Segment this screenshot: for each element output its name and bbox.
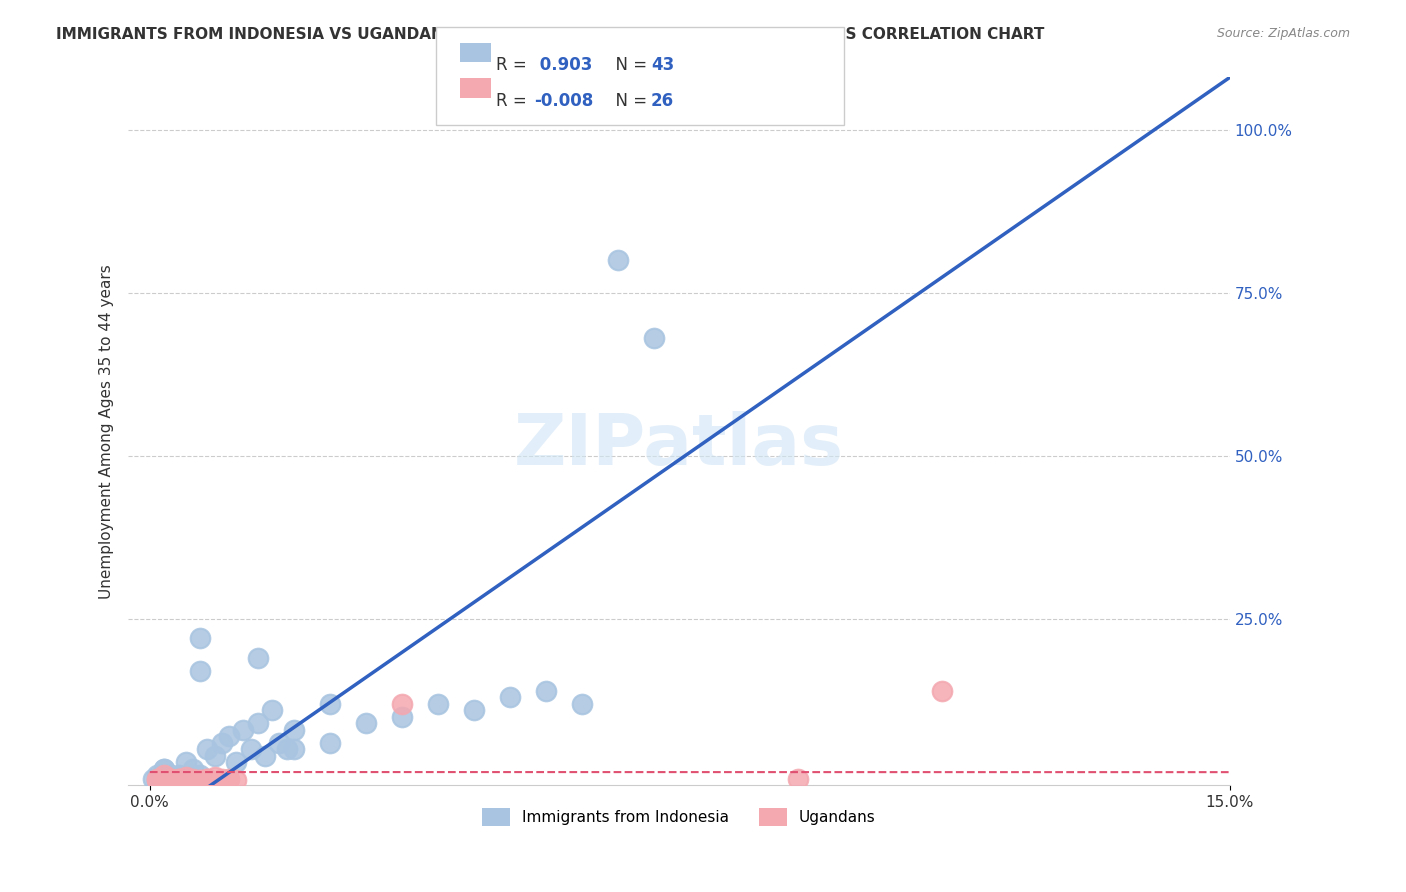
- Point: [174, 772, 197, 786]
- Point: [146, 773, 169, 788]
- Point: [204, 770, 226, 784]
- Point: [204, 748, 226, 763]
- Point: [643, 331, 665, 345]
- Point: [571, 697, 593, 711]
- Point: [391, 709, 413, 723]
- Point: [153, 772, 176, 786]
- Point: [426, 697, 449, 711]
- Point: [262, 703, 284, 717]
- Point: [931, 683, 953, 698]
- Point: [197, 742, 219, 756]
- Point: [174, 756, 197, 770]
- Point: [211, 736, 233, 750]
- Point: [160, 772, 183, 786]
- Point: [160, 772, 183, 786]
- Point: [167, 772, 190, 786]
- Y-axis label: Unemployment Among Ages 35 to 44 years: Unemployment Among Ages 35 to 44 years: [100, 264, 114, 599]
- Point: [225, 772, 247, 787]
- Point: [181, 772, 204, 786]
- Point: [188, 772, 211, 787]
- Point: [181, 772, 204, 787]
- Point: [174, 770, 197, 784]
- Text: N =: N =: [605, 56, 652, 74]
- Text: 43: 43: [651, 56, 675, 74]
- Point: [142, 772, 165, 786]
- Point: [246, 651, 269, 665]
- Point: [239, 742, 262, 756]
- Text: N =: N =: [605, 92, 652, 110]
- Point: [211, 772, 233, 786]
- Point: [319, 736, 342, 750]
- Point: [463, 703, 485, 717]
- Point: [153, 772, 176, 787]
- Point: [181, 773, 204, 788]
- Point: [160, 768, 183, 782]
- Point: [197, 772, 219, 787]
- Point: [254, 748, 277, 763]
- Text: 26: 26: [651, 92, 673, 110]
- Point: [146, 772, 169, 786]
- Point: [786, 772, 808, 786]
- Point: [606, 253, 628, 268]
- Point: [391, 697, 413, 711]
- Point: [499, 690, 522, 704]
- Text: ZIPatlas: ZIPatlas: [515, 411, 844, 480]
- Point: [232, 723, 254, 737]
- Point: [269, 736, 291, 750]
- Text: 0.903: 0.903: [534, 56, 593, 74]
- Point: [534, 683, 557, 698]
- Point: [276, 742, 298, 756]
- Point: [218, 772, 240, 786]
- Point: [146, 772, 169, 787]
- Point: [188, 768, 211, 782]
- Point: [225, 756, 247, 770]
- Point: [197, 772, 219, 786]
- Point: [153, 762, 176, 776]
- Point: [160, 773, 183, 788]
- Point: [167, 772, 190, 787]
- Point: [283, 723, 305, 737]
- Text: R =: R =: [496, 56, 533, 74]
- Point: [188, 632, 211, 646]
- Point: [160, 772, 183, 787]
- Point: [246, 716, 269, 731]
- Point: [188, 772, 211, 787]
- Point: [188, 664, 211, 678]
- Legend: Immigrants from Indonesia, Ugandans: Immigrants from Indonesia, Ugandans: [474, 800, 883, 834]
- Text: R =: R =: [496, 92, 533, 110]
- Text: Source: ZipAtlas.com: Source: ZipAtlas.com: [1216, 27, 1350, 40]
- Point: [160, 772, 183, 786]
- Point: [174, 772, 197, 787]
- Point: [153, 768, 176, 782]
- Point: [174, 773, 197, 788]
- Point: [319, 697, 342, 711]
- Point: [218, 729, 240, 743]
- Point: [153, 762, 176, 776]
- Point: [146, 772, 169, 786]
- Point: [181, 762, 204, 776]
- Text: -0.008: -0.008: [534, 92, 593, 110]
- Point: [283, 742, 305, 756]
- Point: [354, 716, 377, 731]
- Point: [167, 768, 190, 782]
- Text: IMMIGRANTS FROM INDONESIA VS UGANDAN UNEMPLOYMENT AMONG AGES 35 TO 44 YEARS CORR: IMMIGRANTS FROM INDONESIA VS UGANDAN UNE…: [56, 27, 1045, 42]
- Point: [146, 768, 169, 782]
